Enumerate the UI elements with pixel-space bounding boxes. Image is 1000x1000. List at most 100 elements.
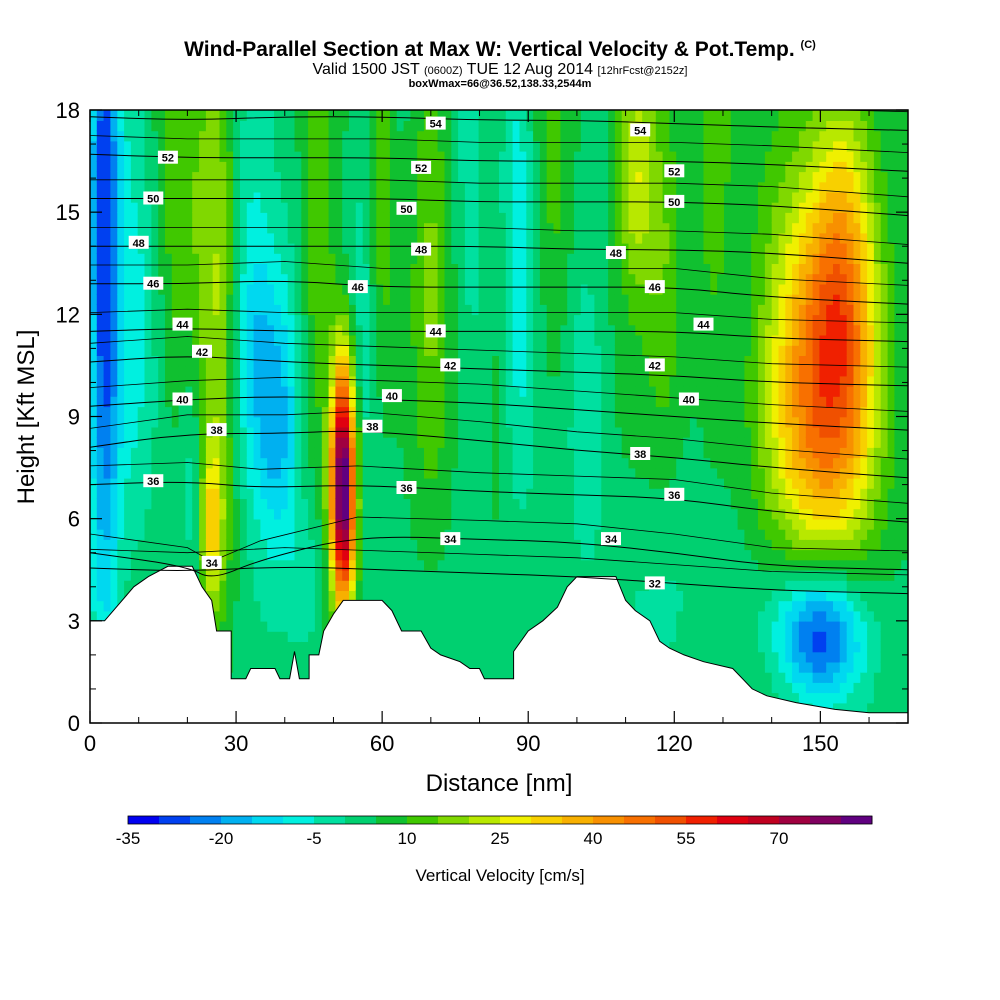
field-cell — [219, 385, 228, 397]
field-cell — [130, 385, 139, 397]
field-cell — [342, 539, 350, 551]
field-cell — [280, 324, 289, 336]
field-cell — [274, 580, 282, 591]
field-cell — [267, 375, 275, 387]
field-cell — [328, 232, 337, 244]
field-cell — [185, 528, 193, 540]
field-cell — [274, 150, 282, 162]
field-cell — [369, 447, 378, 459]
field-cell — [308, 293, 316, 305]
field-cell — [301, 140, 309, 152]
field-cell — [485, 447, 493, 459]
field-cell — [185, 447, 193, 459]
field-cell — [396, 212, 405, 224]
field-cell — [464, 447, 473, 459]
field-cell — [178, 406, 187, 418]
field-cell — [151, 467, 159, 479]
field-cell — [649, 222, 657, 234]
field-cell — [417, 549, 425, 561]
field-cell — [519, 355, 528, 367]
field-cell — [614, 375, 623, 387]
field-cell — [458, 110, 466, 121]
field-cell — [314, 559, 323, 571]
field-cell — [403, 232, 412, 244]
field-cell — [539, 171, 548, 183]
field-cell — [458, 385, 466, 397]
field-cell — [485, 631, 493, 642]
field-cell — [301, 334, 309, 346]
field-cell — [383, 304, 391, 316]
field-cell — [424, 406, 432, 418]
field-cell — [260, 436, 268, 448]
field-cell — [451, 447, 459, 459]
field-cell — [362, 334, 371, 346]
field-cell — [608, 375, 616, 387]
field-cell — [103, 488, 112, 499]
field-cell — [539, 140, 548, 152]
field-cell — [451, 293, 459, 305]
field-cell — [349, 365, 357, 377]
field-cell — [553, 600, 562, 612]
field-cell — [499, 120, 507, 132]
field-cell — [458, 161, 466, 173]
field-cell — [301, 498, 309, 510]
field-cell — [642, 171, 650, 183]
field-cell — [383, 242, 391, 254]
field-cell — [328, 375, 337, 387]
field-cell — [342, 201, 350, 213]
field-cell — [178, 477, 187, 489]
field-cell — [512, 477, 521, 489]
field-cell — [192, 539, 200, 551]
field-cell — [608, 161, 616, 173]
field-cell — [103, 600, 112, 612]
field-cell — [328, 171, 337, 183]
field-cell — [417, 498, 425, 510]
field-cell — [417, 580, 425, 591]
field-cell — [546, 293, 555, 305]
field-cell — [233, 518, 241, 530]
field-cell — [567, 498, 575, 510]
field-cell — [212, 600, 221, 612]
field-cell — [178, 140, 187, 152]
field-cell — [526, 416, 534, 428]
field-cell — [451, 467, 459, 479]
field-cell — [205, 396, 214, 408]
field-cell — [117, 355, 125, 367]
field-cell — [369, 436, 378, 448]
field-cell — [389, 539, 398, 551]
field-cell — [199, 416, 207, 428]
field-cell — [328, 436, 337, 448]
field-cell — [321, 539, 330, 551]
field-cell — [205, 201, 214, 213]
field-cell — [342, 273, 350, 285]
field-cell — [553, 580, 562, 591]
field-cell — [253, 110, 262, 121]
field-cell — [567, 365, 575, 377]
field-cell — [383, 253, 391, 264]
field-cell — [444, 549, 453, 561]
field-cell — [369, 457, 378, 469]
field-cell — [560, 181, 568, 193]
field-cell — [519, 334, 528, 346]
field-cell — [587, 110, 596, 121]
field-cell — [117, 150, 125, 162]
field-cell — [499, 426, 507, 438]
field-cell — [499, 232, 507, 244]
field-cell — [103, 161, 112, 173]
field-cell — [151, 161, 159, 173]
field-cell — [383, 314, 391, 326]
field-cell — [335, 304, 343, 316]
field-cell — [260, 498, 268, 510]
field-cell — [430, 212, 439, 224]
field-cell — [396, 457, 405, 469]
field-cell — [205, 130, 214, 142]
field-cell — [396, 273, 405, 285]
field-cell — [451, 488, 459, 499]
field-cell — [539, 273, 548, 285]
field-cell — [287, 212, 296, 224]
field-cell — [485, 150, 493, 162]
field-cell — [512, 304, 521, 316]
field-cell — [246, 110, 255, 121]
field-cell — [533, 436, 541, 448]
field-cell — [349, 457, 357, 469]
